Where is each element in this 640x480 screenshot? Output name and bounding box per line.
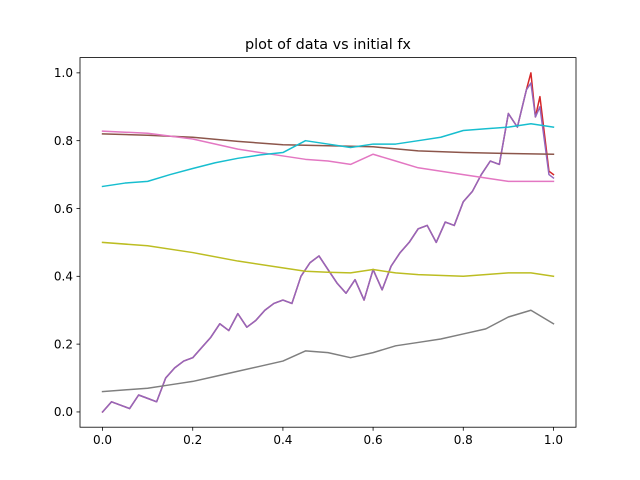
series-layer (101, 72, 555, 413)
series-line-5 (101, 241, 555, 278)
series-line-1 (101, 82, 555, 413)
y-tick-label: 1.0 (54, 66, 73, 80)
plot-frame (79, 57, 577, 428)
series-line-3 (101, 130, 555, 183)
series-line-6 (101, 309, 555, 393)
x-tick-label: 0.6 (364, 433, 383, 447)
x-tick-label: 0.4 (273, 433, 292, 447)
series-line-4 (101, 122, 555, 188)
y-tick-label: 0.0 (54, 405, 73, 419)
y-tick-label: 0.2 (54, 337, 73, 351)
x-tick-label: 1.0 (544, 433, 563, 447)
x-tick-label: 0.2 (183, 433, 202, 447)
x-tick-label: 0.8 (454, 433, 473, 447)
y-tick-label: 0.6 (54, 202, 73, 216)
chart-title: plot of data vs initial fx (245, 37, 411, 53)
y-tick-label: 0.4 (54, 270, 73, 284)
axis-layer: 0.0 0.2 0.4 0.6 0.8 1.0 0.0 0.2 0.4 0.6 0.8 1.0 (54, 57, 577, 447)
y-tick-label: 0.8 (54, 134, 73, 148)
x-tick-label: 0.0 (93, 433, 112, 447)
